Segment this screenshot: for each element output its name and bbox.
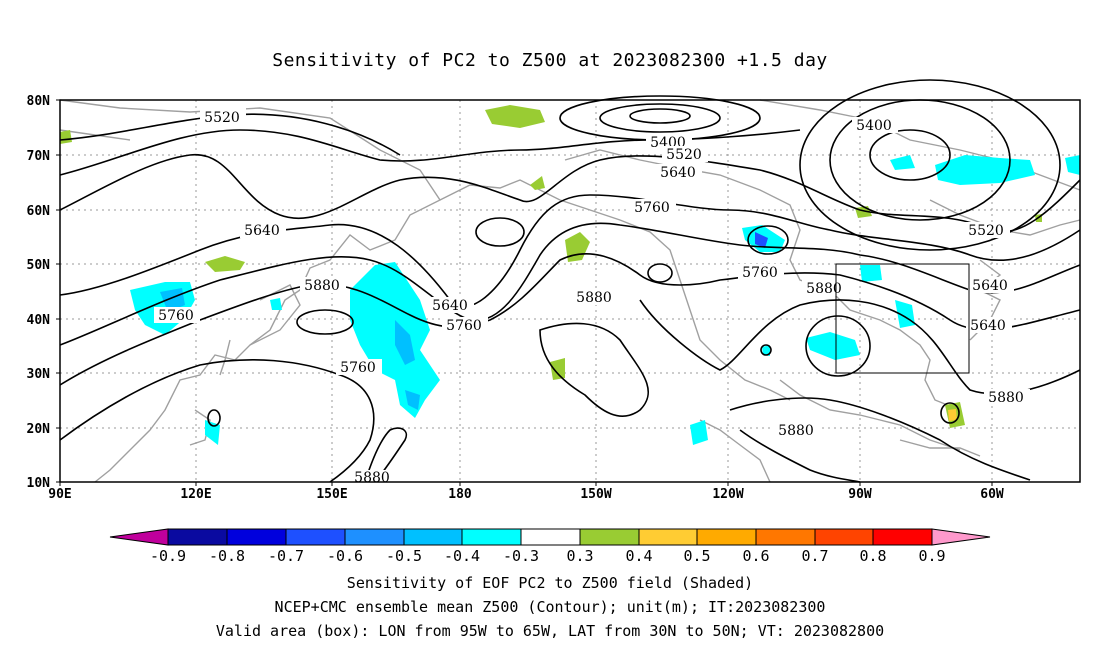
lat-tick-label: 10N [27,476,51,491]
colorbar-segment [755,528,816,546]
contour-label: 5880 [806,281,842,297]
contour-label: 5640 [244,223,280,239]
colorbar-segment [344,528,405,546]
colorbar-segment [285,528,346,546]
colorbar-segment [520,528,581,546]
latitude-axis [56,99,60,483]
colorbar [109,528,991,546]
lat-tick-label: 60N [27,204,51,219]
colorbar-segment [109,528,169,546]
colorbar-tick-label: 0.3 [566,547,593,565]
colorbar-tick-label: -0.5 [386,547,422,565]
contour-label: 5760 [340,360,376,376]
contour-label: 5400 [856,118,892,134]
lon-tick-label: 60W [980,487,1004,502]
colorbar-tick-label: -0.8 [209,547,245,565]
colorbar-segment [403,528,463,546]
colorbar-segment [167,528,228,546]
contour-label: 5880 [354,470,390,486]
contour-label: 5520 [204,110,240,126]
colorbar-segment [931,528,991,546]
colorbar-tick-label: -0.3 [503,547,539,565]
contour-label: 5760 [634,200,670,216]
lat-tick-label: 40N [27,313,51,328]
colorbar-tick-label: 0.7 [801,547,828,565]
contour-label: 5880 [576,290,612,306]
lon-tick-label: 180 [448,487,472,502]
contour-label: 5640 [972,278,1008,294]
contour-label: 5880 [778,423,814,439]
contour-label: 5520 [968,223,1004,239]
contour-label: 5640 [432,298,468,314]
lon-tick-label: 150E [316,487,347,502]
lon-tick-label: 90E [48,487,71,502]
lat-tick-label: 30N [27,367,51,382]
colorbar-tick-label: 0.5 [683,547,710,565]
colorbar-segment [872,528,933,546]
plot-frame [59,99,1081,483]
colorbar-segment [638,528,698,546]
colorbar-tick-label: -0.6 [327,547,363,565]
lon-tick-label: 90W [848,487,872,502]
colorbar-segment [579,528,640,546]
lon-tick-label: 120W [712,487,743,502]
positive-sensitivity-shading [60,105,1042,428]
map-title: Sensitivity of PC2 to Z500 at 2023082300… [272,50,828,71]
colorbar-tick-label: 0.6 [742,547,769,565]
contour-labels: 5520 5400 5520 5640 5400 5520 5640 5760 … [154,108,1030,486]
lon-tick-label: 150W [580,487,611,502]
longitude-axis [59,482,993,486]
contour-label: 5520 [666,147,702,163]
lat-tick-label: 80N [27,94,51,109]
contour-label: 5880 [304,278,340,294]
lat-tick-label: 50N [27,258,51,273]
lon-tick-label: 120E [180,487,211,502]
contour-label: 5640 [970,318,1006,334]
valid-area-box [835,263,970,374]
z500-contours [59,79,1081,483]
colorbar-tick-label: 0.8 [859,547,886,565]
colorbar-tick-label: -0.4 [444,547,480,565]
contour-label: 5760 [158,308,194,324]
lat-tick-label: 70N [27,149,51,164]
contour-label: 5640 [660,165,696,181]
colorbar-segment [814,528,874,546]
contour-label: 5880 [988,390,1024,406]
colorbar-segment [696,528,757,546]
lat-tick-label: 20N [27,422,51,437]
caption-contour: NCEP+CMC ensemble mean Z500 (Contour); u… [274,598,826,616]
colorbar-tick-label: -0.9 [150,547,186,565]
colorbar-segment [226,528,287,546]
colorbar-tick-label: 0.4 [625,547,652,565]
colorbar-tick-label: -0.7 [268,547,304,565]
contour-label: 5760 [446,318,482,334]
contour-label: 5760 [742,265,778,281]
colorbar-segment [461,528,522,546]
caption-shading: Sensitivity of EOF PC2 to Z500 field (Sh… [346,574,754,592]
caption-valid-area: Valid area (box): LON from 95W to 65W, L… [215,622,885,640]
colorbar-tick-label: 0.9 [918,547,945,565]
